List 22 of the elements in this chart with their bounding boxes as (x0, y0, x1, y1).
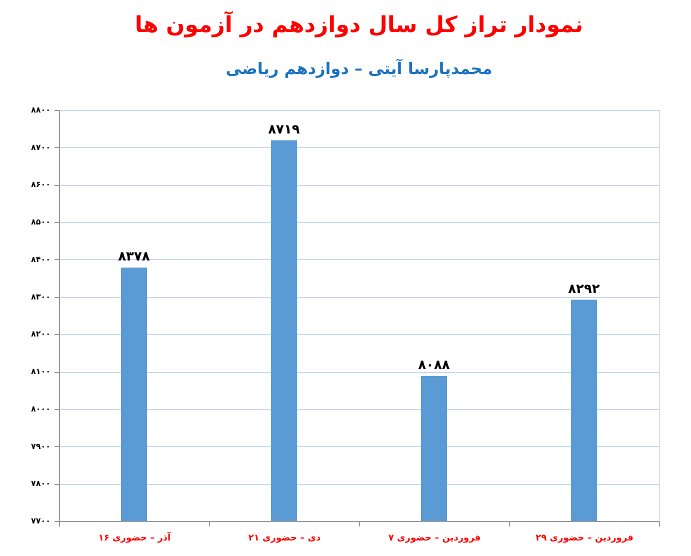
data-label: ۸۳۷۸ (118, 250, 150, 265)
data-label: ۸۲۹۲ (568, 282, 600, 297)
y-tick-label: ۸۵۰۰ (30, 218, 50, 227)
y-tick-label: ۸۳۰۰ (30, 292, 50, 302)
y-tick-label: ۷۹۰۰ (30, 442, 50, 451)
y-tick-label: ۸۲۰۰ (30, 330, 50, 339)
x-tick-label: ۲۱ دی – حضوری (248, 534, 321, 544)
y-tick-label: ۷۸۰۰ (30, 479, 50, 488)
x-tick-label: ۷ فروردین – حضوری (388, 534, 481, 544)
x-tick-label: ۱۶ آذر – حضوری (98, 532, 172, 544)
y-tick-label: ۸۷۰۰ (30, 142, 50, 152)
x-tick-label: ۲۹ فروردین – حضوری (536, 534, 634, 544)
y-tick-label: ۸۸۰۰ (30, 106, 50, 114)
y-tick-label: ۷۷۰۰ (30, 516, 50, 526)
y-tick-label: ۸۰۰۰ (30, 404, 50, 414)
data-label: ۸۷۱۹ (268, 122, 300, 138)
y-tick-label: ۸۴۰۰ (30, 254, 50, 264)
y-tick-label: ۸۶۰۰ (30, 180, 50, 190)
chart-title: نمودار تراز کل سال دوازدهم در آزمون ها (134, 11, 584, 38)
y-tick-label: ۸۱۰۰ (30, 367, 50, 376)
chart-subtitle: محمدپارسا آیتی – دوازدهم ریاضی (226, 58, 492, 78)
data-label: ۸۰۸۸ (418, 358, 450, 374)
